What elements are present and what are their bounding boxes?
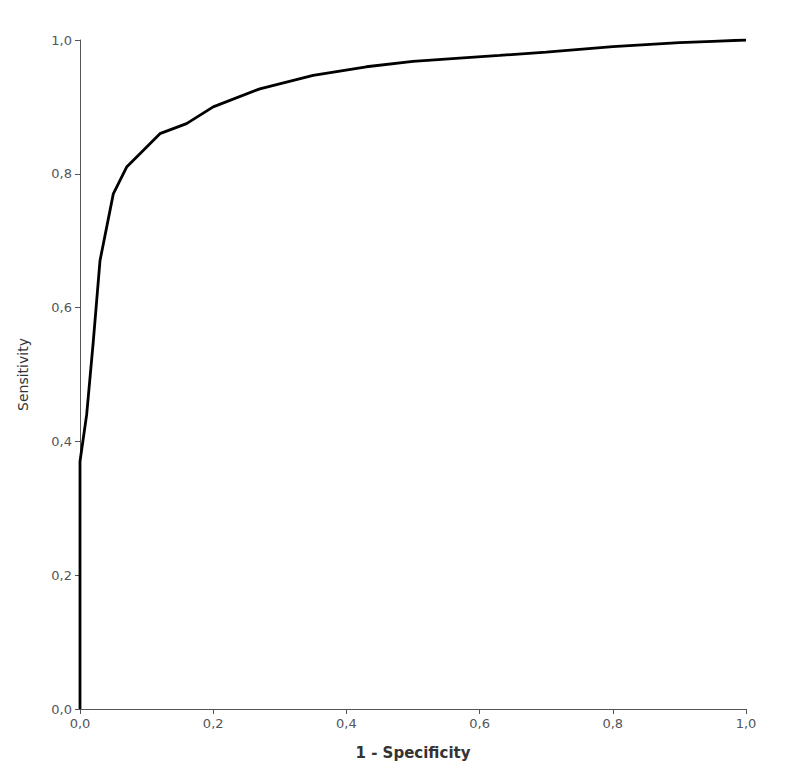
svg-text:0,8: 0,8 <box>602 716 623 731</box>
svg-text:0,4: 0,4 <box>336 716 357 731</box>
svg-text:1 - Specificity: 1 - Specificity <box>356 744 471 762</box>
svg-text:Sensitivity: Sensitivity <box>15 338 31 411</box>
svg-text:1,0: 1,0 <box>736 716 757 731</box>
svg-text:0,6: 0,6 <box>51 300 72 315</box>
svg-text:0,2: 0,2 <box>51 568 72 583</box>
svg-text:1,0: 1,0 <box>51 33 72 48</box>
svg-text:0,8: 0,8 <box>51 166 72 181</box>
svg-text:0,0: 0,0 <box>70 716 91 731</box>
svg-text:0,0: 0,0 <box>51 702 72 717</box>
svg-text:0,2: 0,2 <box>203 716 224 731</box>
svg-text:0,4: 0,4 <box>51 434 72 449</box>
svg-text:0,6: 0,6 <box>469 716 490 731</box>
